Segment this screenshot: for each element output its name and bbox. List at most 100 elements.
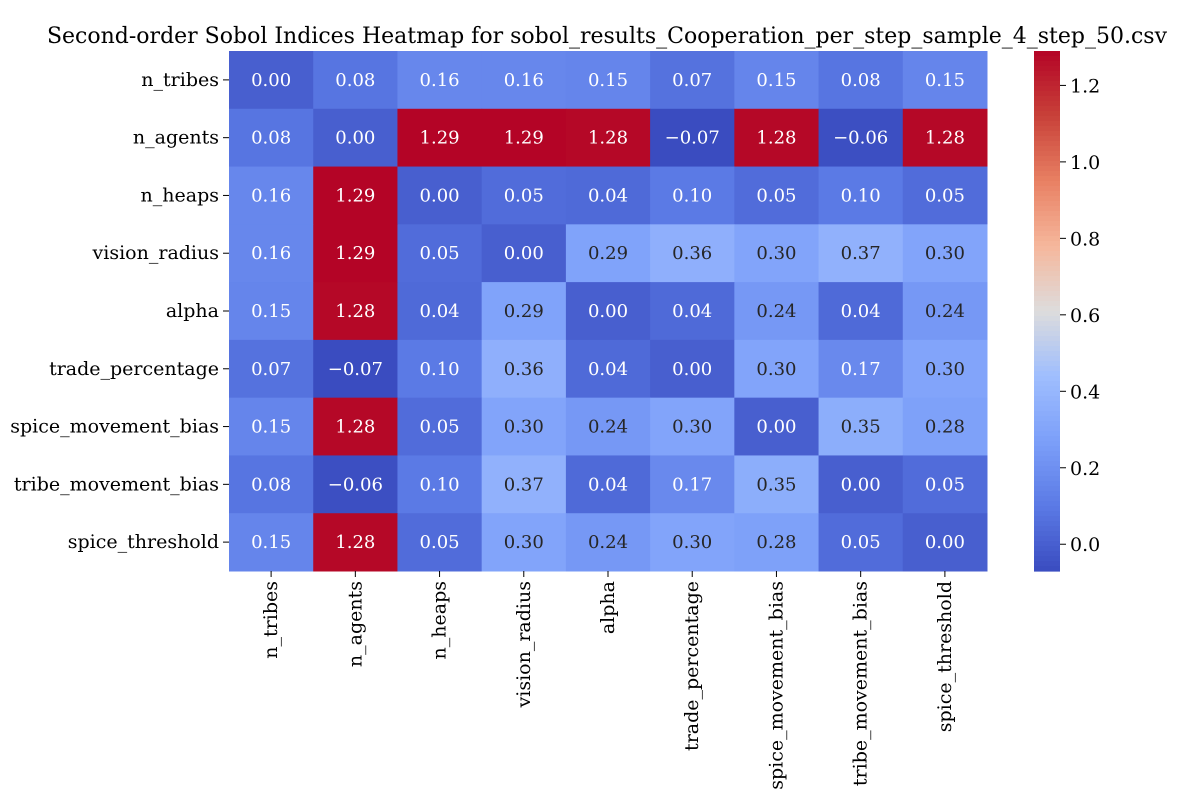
colorbar-segment (1034, 201, 1060, 207)
colorbar-segment (1034, 416, 1060, 422)
heatmap-cell (397, 108, 483, 168)
row-tick-label: tribe_movement_bias (14, 473, 219, 495)
cell-value-label: 0.08 (251, 128, 291, 149)
colorbar-segment (1034, 301, 1060, 307)
cell-value-label: 0.24 (925, 301, 965, 322)
heatmap-cell (313, 282, 398, 341)
colorbar-segment (1034, 381, 1060, 387)
cell-value-label: 0.00 (588, 301, 628, 322)
heatmap-cell (229, 166, 314, 225)
colorbar-segment (1034, 476, 1060, 482)
colorbar-segment (1034, 481, 1060, 487)
cell-value-label: 1.29 (335, 243, 375, 264)
colorbar-segment (1034, 331, 1060, 337)
cell-value-label: 0.36 (504, 359, 544, 380)
cell-value-label: 1.28 (335, 301, 375, 322)
heatmap-cell (565, 339, 651, 399)
heatmap-cell (397, 513, 483, 572)
colorbar-segment (1034, 76, 1060, 82)
colorbar-segment (1034, 146, 1060, 152)
colorbar-segment (1034, 456, 1060, 462)
colorbar-segment (1034, 336, 1060, 342)
colorbar-tick-label: 1.0 (1070, 152, 1100, 174)
colorbar-segment (1034, 156, 1060, 162)
heatmap-cell (902, 51, 988, 110)
heatmap-cell (481, 455, 567, 514)
colorbar-segment (1034, 136, 1060, 142)
cell-value-label: 0.05 (925, 185, 965, 206)
heatmap-cell (565, 224, 651, 283)
colorbar-segment (1034, 61, 1060, 67)
heatmap-cell (902, 282, 988, 341)
heatmap-cell (734, 224, 820, 283)
colorbar-segment (1034, 101, 1060, 107)
cell-value-label: 0.10 (841, 185, 881, 206)
heatmap-cell (902, 224, 988, 283)
cell-value-label: 1.28 (588, 128, 628, 149)
cell-value-label: 1.28 (335, 532, 375, 553)
cell-value-label: 0.05 (420, 243, 460, 264)
column-tick-label: tribe_movement_bias (850, 581, 872, 786)
cell-value-label: 0.29 (588, 243, 628, 264)
colorbar-segment (1034, 231, 1060, 237)
heatmap-cells: 0.00 0.08 0.16 0.16 0.15 0.07 0.15 0.08 0.15 0.08… (229, 51, 988, 572)
cell-value-label: 1.28 (335, 417, 375, 438)
row-tick-label: trade_percentage (49, 358, 219, 380)
colorbar-segment (1034, 526, 1060, 532)
cell-value-label: 0.00 (335, 128, 375, 149)
colorbar-segment (1034, 471, 1060, 477)
cell-value-label: 1.29 (504, 128, 544, 149)
cell-value-label: 0.05 (420, 417, 460, 438)
colorbar-segment (1034, 111, 1060, 117)
heatmap-cell (397, 397, 483, 456)
column-tick-labels: n_tribes n_agents n_heaps vision_radius alph… (260, 571, 956, 790)
column-tick-label: spice_threshold (934, 581, 956, 732)
colorbar-segment (1034, 266, 1060, 272)
cell-value-label: 0.15 (251, 417, 291, 438)
colorbar-segment (1034, 426, 1060, 432)
heatmap-cell (229, 282, 314, 341)
cell-value-label: 0.10 (672, 185, 712, 206)
column-tick-label: n_heaps (429, 581, 451, 659)
row-tick-label: spice_movement_bias (10, 416, 219, 438)
heatmap-cell (734, 339, 820, 399)
heatmap-cell (481, 108, 567, 168)
colorbar-segment (1034, 536, 1060, 542)
colorbar-segment (1034, 466, 1060, 472)
colorbar-segment (1034, 491, 1060, 497)
column-tick-label: n_agents (344, 581, 366, 667)
cell-value-label: 0.30 (756, 243, 796, 264)
colorbar-segment (1034, 291, 1060, 297)
cell-value-label: 0.35 (756, 474, 796, 495)
cell-value-label: 0.16 (251, 243, 291, 264)
colorbar-segment (1034, 556, 1060, 562)
row-tick-label: n_agents (133, 127, 219, 149)
heatmap-cell (902, 397, 988, 456)
heatmap-cell (902, 339, 988, 399)
heatmap-cell (397, 455, 483, 514)
cell-value-label: 0.17 (672, 474, 712, 495)
heatmap-cell (902, 166, 988, 225)
colorbar-segment (1034, 391, 1060, 397)
cell-value-label: −0.07 (665, 128, 720, 149)
cell-value-label: 0.16 (420, 70, 460, 91)
colorbar-segment (1034, 516, 1060, 522)
cell-value-label: 0.28 (756, 532, 796, 553)
colorbar-segment (1034, 271, 1060, 277)
colorbar-segment (1034, 221, 1060, 227)
colorbar-segment (1034, 206, 1060, 212)
colorbar-segment (1034, 241, 1060, 247)
colorbar-tick-label: 0.2 (1070, 458, 1100, 480)
heatmap-cell (313, 397, 398, 456)
heatmap-cell (734, 513, 820, 572)
colorbar-segment (1034, 321, 1060, 327)
colorbar-segment (1034, 566, 1060, 572)
colorbar-segment (1034, 341, 1060, 347)
colorbar-tick-label: 0.0 (1070, 534, 1100, 556)
colorbar-segment (1034, 496, 1060, 502)
heatmap-cell (565, 166, 651, 225)
heatmap-cell (565, 455, 651, 514)
column-tick-label: spice_movement_bias (765, 581, 787, 790)
colorbar-segment (1034, 511, 1060, 517)
heatmap-cell (902, 108, 988, 168)
